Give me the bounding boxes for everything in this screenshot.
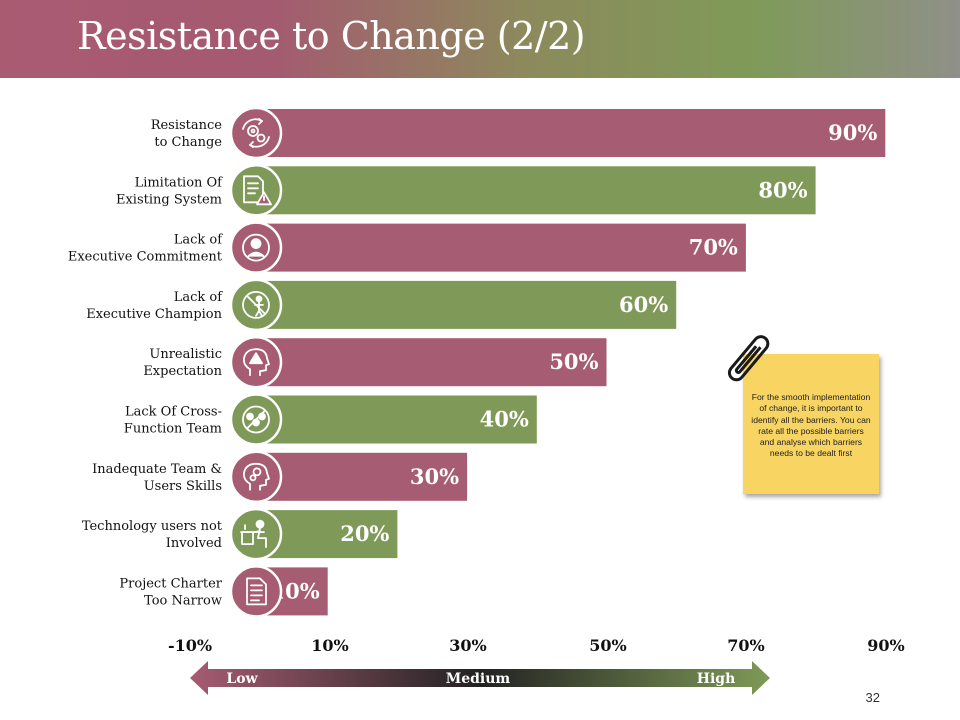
page-number: 32 [865,690,880,705]
category-label: Lack Of Cross-Function Team [124,405,222,437]
category-label: Lack of Executive Commitment [68,233,223,265]
head-gears-icon [242,462,270,491]
bar-row: 90% Resistance to Change [151,106,886,160]
bar-value-label: 20% [340,521,389,546]
category-label: Limitation Of Existing System [116,175,223,207]
title-bar: Resistance to Change (2/2) [0,0,960,78]
category-label: Inadequate Team & Users Skills [92,462,222,494]
bar-value-label: 40% [480,407,529,432]
sticky-note: For the smooth implementation of change,… [743,354,879,494]
x-tick-label: 10% [311,636,348,655]
category-label: Project Charter Too Narrow [119,576,222,608]
category-label: Technology users not Involved [82,519,223,551]
bar-value-label: 70% [689,235,738,260]
head-warning-icon [242,348,270,377]
document-icon [246,577,267,606]
bar [258,452,468,501]
document-warning-icon [243,175,272,206]
scale-arrow [190,661,770,695]
paperclip-icon [727,335,770,382]
icon-circle [229,565,283,618]
bar-value-label: 90% [828,120,877,145]
bar-row: 70% Lack of Executive Commitment [68,221,746,274]
category-label: Lack of Executive Champion [86,290,223,322]
page-title: Resistance to Change (2/2) [77,14,586,58]
person-blocked-icon [242,233,270,262]
x-tick-label: 30% [449,636,486,655]
x-tick-label: 50% [589,636,626,655]
user-desk-icon [240,519,267,548]
bar [258,223,746,272]
no-champion-icon [242,290,270,319]
bar-row: 50% Unrealistic Expectation [143,335,607,389]
scale-label-high: High [697,671,736,687]
team-blocked-icon [242,405,270,434]
bar-value-label: 80% [758,177,807,202]
bar [258,395,537,444]
icon-circle [229,507,283,561]
category-label: Unrealistic Expectation [143,347,222,379]
category-label: Resistance to Change [151,118,223,150]
bar-value-label: 60% [619,292,668,317]
bar-row: 80% Limitation Of Existing System [116,164,816,217]
icon-circle [229,106,283,160]
bar [258,109,886,157]
gears-cycle-icon [242,118,270,148]
bar [258,280,677,329]
x-tick-label: 70% [727,636,764,655]
bar-row: 60% Lack of Executive Champion [86,278,677,332]
bar [258,166,816,215]
bar-row: 10%Project Charter Too Narrow [119,565,328,618]
bar [258,338,607,387]
scale-label-low: Low [226,671,258,687]
x-tick-label: 90% [867,636,904,655]
bar-value-label: 30% [410,464,459,489]
scale-label-medium: Medium [446,671,511,687]
bar-row: 40% Lack Of Cross-Function Team [124,393,537,446]
icon-circle [229,164,283,217]
x-tick-label: -10% [168,636,212,655]
bar-row: 30% Inadequate Team & Users Skills [92,450,468,504]
bar-row: 20% Technology users not Involved [82,507,398,561]
bar-value-label: 50% [549,349,598,374]
